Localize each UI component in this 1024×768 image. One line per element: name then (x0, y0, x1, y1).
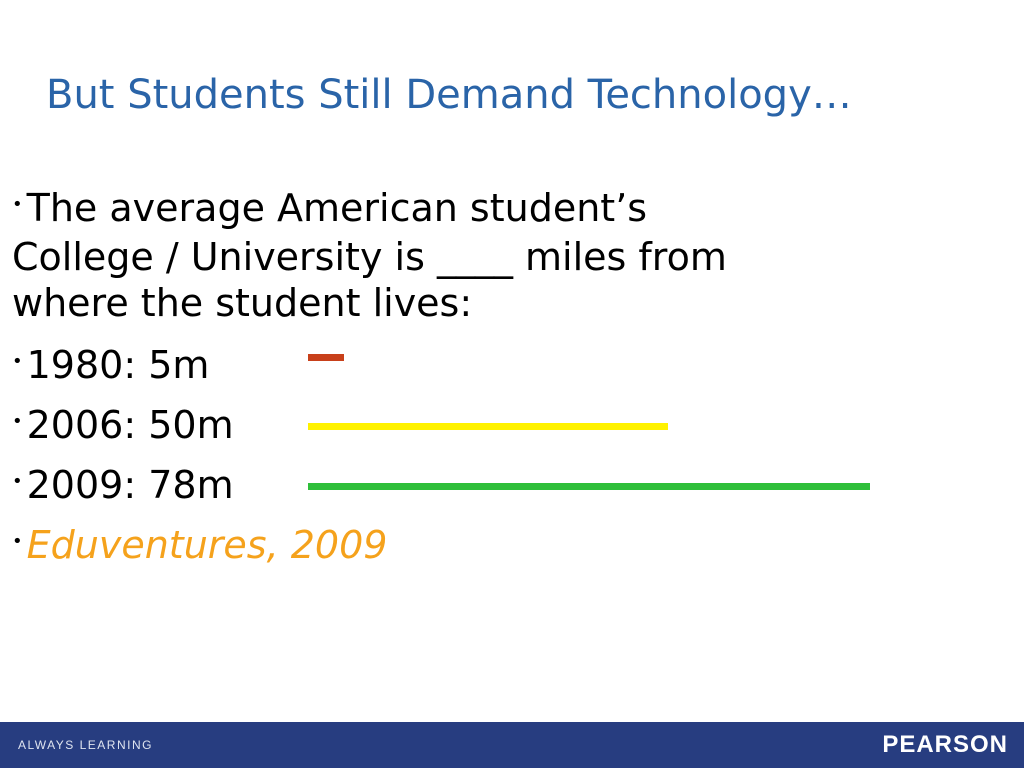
bullet-2006-text: 2006: 50m (26, 403, 234, 447)
intro-line-3: where the student lives: (12, 280, 473, 325)
bullet-icon: • (12, 193, 23, 215)
bullet-1980-text: 1980: 5m (26, 343, 210, 387)
bullet-1980: • 1980: 5m (12, 342, 209, 391)
bullet-icon: • (12, 470, 23, 492)
intro-bullet: • The average American student’s College … (12, 185, 727, 326)
brand-logo: PEARSON (882, 731, 1008, 758)
footer-bar: ALWAYS LEARNING PEARSON (0, 722, 1024, 768)
bullet-icon: • (12, 530, 23, 552)
bullet-2009: • 2009: 78m (12, 462, 234, 511)
bullet-icon: • (12, 410, 23, 432)
source-citation: Eduventures, 2009 (26, 523, 388, 567)
intro-line-2: College / University is ____ miles from (12, 234, 727, 279)
slide-title: But Students Still Demand Technology… (46, 72, 852, 118)
intro-line-1: The average American student’s (26, 186, 648, 230)
bullet-2009-text: 2009: 78m (26, 463, 234, 507)
footer-tagline: ALWAYS LEARNING (18, 738, 153, 752)
bar-1980 (308, 354, 344, 361)
bar-2006 (308, 423, 668, 430)
bullet-icon: • (12, 350, 23, 372)
bullet-2006: • 2006: 50m (12, 402, 234, 451)
source-bullet: • Eduventures, 2009 (12, 522, 387, 571)
bar-2009 (308, 483, 870, 490)
